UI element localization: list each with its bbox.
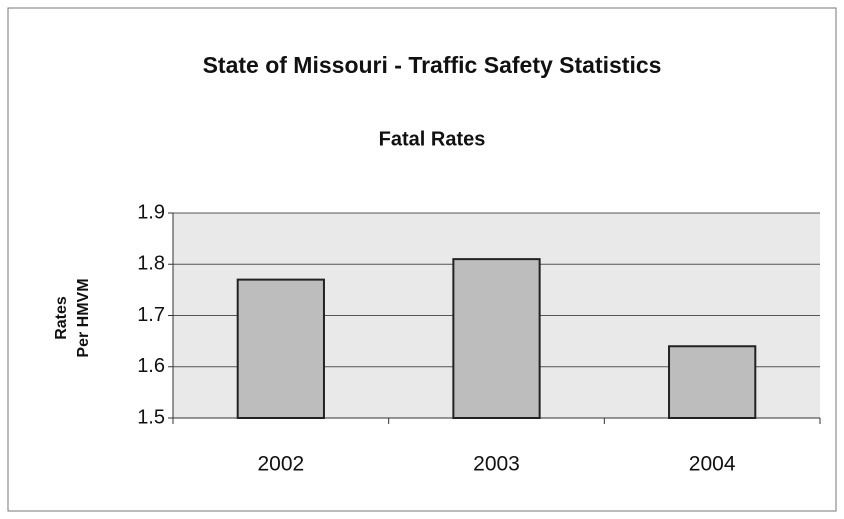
chart-subtitle: Fatal Rates: [379, 128, 486, 150]
x-tick-label: 2004: [689, 453, 736, 476]
y-tick-label: 1.6: [137, 355, 165, 377]
y-axis-label-line: Rates: [53, 296, 70, 340]
y-axis-label: Rates Per HMVM: [53, 278, 92, 357]
y-axis-label-line: Per HMVM: [75, 278, 92, 357]
chart-title: State of Missouri - Traffic Safety Stati…: [203, 52, 662, 78]
y-tick-label: 1.8: [137, 253, 165, 275]
y-tick-label: 1.5: [137, 406, 165, 428]
bar: [236, 278, 325, 419]
x-tick-label: 2002: [257, 453, 304, 476]
bar: [668, 345, 757, 419]
x-tick-label: 2003: [473, 453, 520, 476]
y-tick-label: 1.7: [137, 304, 165, 326]
y-tick-label: 1.9: [137, 201, 165, 223]
bar: [452, 258, 541, 419]
